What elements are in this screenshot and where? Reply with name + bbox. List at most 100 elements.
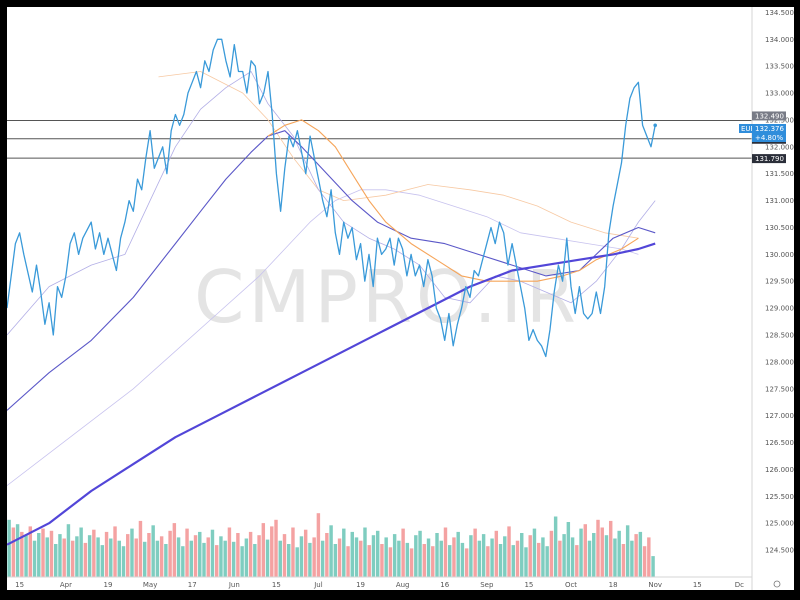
level-tag bbox=[752, 111, 786, 121]
price-tag bbox=[752, 124, 786, 142]
volume-bar bbox=[134, 538, 138, 577]
volume-bar bbox=[54, 544, 58, 577]
x-tick-label: Aug bbox=[396, 581, 410, 589]
y-tick-label: 131.000 bbox=[765, 197, 794, 205]
y-tick-label: 133.000 bbox=[765, 90, 794, 98]
volume-bar bbox=[647, 537, 651, 577]
volume-bar bbox=[536, 542, 541, 577]
volume-bar bbox=[604, 535, 609, 577]
time-axis[interactable]: 15 Apr 19 May 17 Jun 15 Jul 19 Aug 16 Sep 15 Oct 18 Nov… bbox=[15, 580, 781, 589]
x-tick-label: 19 bbox=[104, 581, 113, 589]
volume-bar bbox=[634, 534, 638, 577]
volume-bar bbox=[418, 530, 422, 577]
volume-bar bbox=[553, 516, 558, 577]
volume-bar bbox=[375, 530, 380, 577]
volume-bar bbox=[117, 540, 121, 577]
volume-bar bbox=[87, 535, 92, 577]
change-text: +4.80% bbox=[755, 134, 783, 142]
x-tick-label: Jun bbox=[228, 581, 240, 589]
volume-bar bbox=[253, 544, 257, 577]
volume-bar bbox=[219, 536, 223, 577]
volume-bar bbox=[469, 535, 473, 577]
y-tick-label: 128.500 bbox=[765, 332, 794, 340]
volume-bar bbox=[15, 524, 20, 577]
last-price-label: EURJPY 132.376 +4.80% bbox=[739, 124, 786, 142]
volume-bar bbox=[96, 537, 100, 577]
volume-bar bbox=[189, 540, 194, 577]
volume-bar bbox=[176, 537, 181, 577]
volume-bar bbox=[431, 546, 435, 577]
x-tick-label: Apr bbox=[60, 581, 72, 589]
series-line bbox=[158, 71, 639, 239]
volume-bar bbox=[41, 528, 45, 577]
y-tick-label: 134.500 bbox=[765, 9, 794, 17]
y-tick-label: 133.500 bbox=[765, 63, 794, 71]
volume-bar bbox=[575, 545, 579, 577]
volume-bar bbox=[223, 540, 227, 577]
volume-bar bbox=[507, 526, 511, 577]
volume-bar bbox=[613, 538, 617, 577]
volume-bar bbox=[452, 537, 456, 577]
volume-bar bbox=[570, 537, 575, 577]
volume-bar bbox=[231, 541, 236, 577]
volume-bar bbox=[28, 526, 33, 577]
volume-bar bbox=[257, 535, 261, 577]
volume-bar bbox=[299, 536, 304, 577]
settings-icon[interactable] bbox=[773, 580, 781, 588]
x-tick-label: 15 bbox=[524, 581, 533, 589]
volume-bar bbox=[62, 538, 66, 577]
volume-bar bbox=[151, 525, 155, 577]
volume-bar bbox=[558, 540, 562, 577]
volume-bar bbox=[274, 519, 278, 577]
volume-bar bbox=[498, 544, 503, 577]
x-tick-label: 15 bbox=[15, 581, 24, 589]
volume-bar bbox=[240, 546, 244, 577]
volume-bar bbox=[397, 540, 401, 577]
volume-bar bbox=[193, 535, 198, 577]
volume-bar bbox=[138, 520, 143, 577]
watermark: CMPRO.IR bbox=[194, 255, 580, 339]
volume-bar bbox=[481, 534, 486, 577]
volume-bar bbox=[210, 529, 215, 577]
volume-bar bbox=[121, 546, 126, 577]
volume-bar bbox=[363, 527, 367, 577]
volume-bar bbox=[350, 531, 354, 577]
volume-layer bbox=[7, 513, 655, 577]
volume-bar bbox=[549, 530, 554, 577]
y-tick-label: 132.000 bbox=[765, 143, 794, 151]
volume-bar bbox=[37, 533, 41, 577]
volume-bar bbox=[477, 540, 482, 577]
volume-bar bbox=[185, 528, 189, 577]
price-chart: CMPRO.IR 124.500 125.000 125.500 126.000 126… bbox=[6, 7, 794, 590]
volume-bar bbox=[587, 540, 592, 577]
volume-bar bbox=[202, 542, 206, 577]
level-tag bbox=[752, 154, 786, 164]
y-tick-label: 129.500 bbox=[765, 278, 794, 286]
volume-bar bbox=[248, 531, 253, 577]
chart-panel: CMPRO.IR 124.500 125.000 125.500 126.000 126… bbox=[6, 7, 794, 590]
y-tick-label: 130.000 bbox=[765, 251, 794, 259]
x-tick-label: 15 bbox=[272, 581, 281, 589]
x-tick-label: May bbox=[143, 581, 157, 589]
volume-bar bbox=[435, 533, 439, 577]
volume-bar bbox=[287, 544, 291, 577]
x-tick-label: 15 bbox=[693, 581, 702, 589]
volume-bar bbox=[49, 530, 54, 577]
y-tick-label: 126.500 bbox=[765, 439, 794, 447]
volume-bar bbox=[316, 513, 321, 577]
price-axis[interactable]: 124.500 125.000 125.500 126.000 126.500 127.0… bbox=[765, 9, 794, 555]
volume-bar bbox=[486, 546, 490, 577]
volume-bar bbox=[58, 534, 62, 577]
volume-bar bbox=[303, 529, 308, 577]
volume-bar bbox=[414, 535, 418, 577]
series-line bbox=[6, 71, 656, 336]
volume-bar bbox=[460, 542, 465, 577]
volume-bar bbox=[503, 536, 507, 577]
volume-bar bbox=[354, 537, 359, 577]
y-tick-label: 125.000 bbox=[765, 520, 794, 528]
volume-bar bbox=[155, 540, 160, 577]
volume-bar bbox=[130, 528, 134, 577]
volume-bar bbox=[11, 527, 16, 577]
volume-bar bbox=[83, 542, 88, 577]
